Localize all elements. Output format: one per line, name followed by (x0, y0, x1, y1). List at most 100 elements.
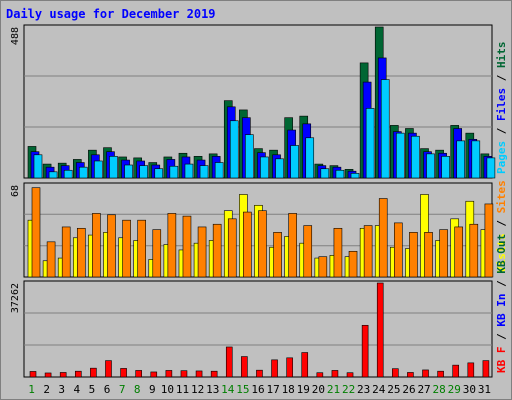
bar-kb-f (225, 346, 233, 378)
bar-pages (63, 169, 73, 179)
legend-entry: Hits (495, 42, 508, 69)
bar-sites (363, 225, 373, 278)
x-tick-label: 27 (417, 383, 430, 396)
bar-sites (122, 219, 131, 278)
bar-pages (260, 156, 269, 179)
bar-kb-f (361, 324, 369, 378)
x-tick-label: 12 (191, 383, 204, 396)
bar-pages (199, 165, 209, 179)
x-tick-label: 3 (58, 383, 65, 396)
bar-kb-f (437, 370, 444, 378)
bar-sites (227, 218, 237, 278)
panel-3: 37262 KB F / KB In / KB Out (10, 234, 508, 378)
bar-pages (275, 158, 284, 179)
x-tick-label: 4 (74, 383, 81, 396)
legend-entry: KB In (495, 294, 508, 327)
bar-pages (441, 156, 450, 179)
panel-2: 68 Visits / Sites (10, 180, 508, 278)
bar-pages (78, 166, 88, 179)
bar-pages (380, 79, 390, 179)
legend-entry: KB F (495, 347, 508, 374)
bar-pages (320, 168, 330, 179)
bar-pages (290, 145, 299, 179)
bar-pages (214, 162, 224, 179)
bar-pages (139, 165, 148, 179)
bar-kb-f (90, 367, 97, 378)
x-tick-label: 14 (221, 383, 235, 396)
bar-kb-f (44, 372, 52, 378)
x-tick-label: 10 (161, 383, 174, 396)
bar-pages (486, 157, 496, 179)
bar-pages (245, 134, 254, 179)
legend-entry: KB Out (495, 234, 508, 274)
bar-kb-f (301, 352, 309, 378)
bar-sites (46, 241, 56, 278)
bar-kb-f (29, 371, 37, 378)
bar-sites (92, 213, 101, 278)
bar-kb-f (135, 370, 142, 378)
bar-kb-f (482, 360, 490, 378)
bar-pages (350, 173, 360, 179)
series-legend: KB F / KB In / KB Out (495, 234, 508, 373)
series-legend: Visits / Sites (495, 180, 508, 273)
x-tick-label: 16 (251, 383, 264, 396)
bar-sites (288, 213, 297, 278)
x-tick-label: 9 (149, 383, 156, 396)
bar-sites (333, 227, 343, 278)
bar-kb-f (150, 371, 158, 378)
bar-kb-f (271, 359, 278, 378)
series-legend: Pages / Files / Hits (495, 42, 508, 175)
bar-sites (484, 203, 494, 278)
bar-kb-f (74, 370, 82, 378)
bar-sites (76, 227, 86, 278)
x-tick-label: 20 (312, 383, 325, 396)
bar-kb-f (407, 372, 414, 378)
bar-kb-f (286, 357, 293, 378)
legend-entry: Pages (495, 141, 508, 174)
bar-sites (152, 229, 162, 278)
bar-sites (243, 211, 252, 278)
bar-kb-f (105, 360, 112, 378)
y-max-label: 68 (10, 185, 21, 197)
bar-kb-f (376, 282, 384, 378)
bar-kb-f (165, 370, 173, 378)
x-tick-label: 13 (206, 383, 219, 396)
x-tick-label: 30 (463, 383, 476, 396)
bar-kb-f (467, 362, 475, 378)
x-tick-label: 2 (43, 383, 50, 396)
bar-sites (409, 232, 418, 278)
x-tick-label: 22 (342, 383, 355, 396)
bar-pages (305, 137, 315, 179)
bar-sites (31, 187, 41, 278)
bar-pages (33, 154, 43, 179)
bar-pages (229, 120, 239, 179)
bar-sites (454, 226, 464, 278)
x-tick-label: 28 (433, 383, 446, 396)
x-tick-label: 19 (297, 383, 310, 396)
bar-kb-f (331, 370, 339, 378)
bar-sites (182, 215, 192, 278)
bar-sites (318, 256, 328, 278)
bar-pages (365, 108, 375, 179)
x-tick-label: 6 (104, 383, 111, 396)
y-max-label: 37262 (10, 283, 21, 313)
bar-sites (424, 232, 433, 278)
x-tick-label: 21 (327, 383, 340, 396)
bar-kb-f (392, 368, 399, 378)
bar-pages (109, 156, 118, 179)
x-tick-label: 1 (28, 383, 35, 396)
bar-pages (396, 132, 405, 179)
bar-kb-f (180, 370, 188, 378)
bar-pages (411, 135, 420, 179)
bar-sites (394, 222, 403, 278)
bar-sites (137, 219, 146, 278)
x-tick-label: 23 (357, 383, 370, 396)
legend-entry: / (495, 274, 508, 294)
x-tick-label: 29 (448, 383, 461, 396)
bar-kb-f (210, 370, 218, 378)
x-tick-label: 15 (236, 383, 249, 396)
bar-pages (169, 165, 179, 179)
x-tick-label: 11 (176, 383, 189, 396)
bar-sites (439, 229, 448, 278)
